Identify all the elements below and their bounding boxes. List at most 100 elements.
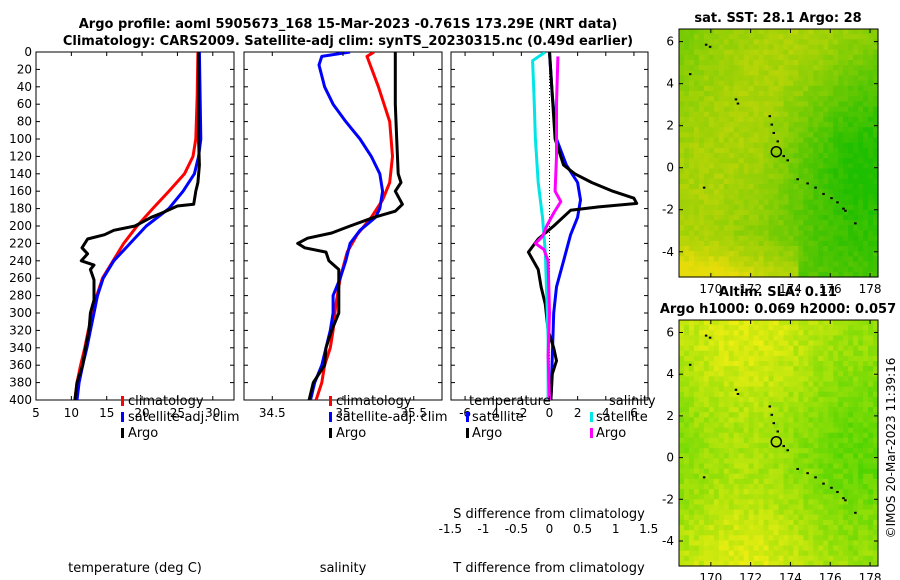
map-cell: [738, 158, 745, 164]
map-cell: [843, 132, 849, 139]
map-cell: [843, 230, 849, 237]
map-cell: [793, 519, 799, 526]
map-cell: [838, 230, 844, 237]
map-cell: [813, 127, 819, 133]
map-cell: [693, 271, 700, 278]
map-cell: [708, 44, 715, 51]
map-cell: [688, 519, 695, 526]
map-cell: [863, 473, 869, 480]
map-cell: [773, 230, 780, 237]
map-cell: [818, 54, 824, 61]
map-cell: [833, 340, 839, 347]
map-cell: [803, 412, 809, 418]
map-cell: [838, 407, 844, 413]
map-cell: [693, 432, 700, 439]
map-cell: [738, 106, 745, 113]
map-cell: [788, 85, 795, 92]
map-cell: [773, 189, 780, 195]
map-cell: [743, 355, 750, 362]
map-cell: [683, 132, 690, 139]
map-cell: [688, 427, 695, 434]
map-cell: [823, 85, 829, 92]
map-cell: [698, 49, 705, 56]
map-cell: [863, 178, 869, 185]
map-cell: [863, 266, 869, 273]
map-cell: [848, 163, 854, 170]
map-cell: [823, 225, 829, 232]
map-cell: [818, 220, 824, 226]
island: [704, 334, 708, 337]
map-cell: [788, 34, 795, 40]
map-cell: [828, 448, 834, 454]
map-cell: [758, 525, 765, 531]
map-cell: [698, 478, 705, 485]
map-cell: [833, 220, 839, 226]
map-cell: [679, 158, 685, 164]
map-cell: [793, 101, 799, 108]
map-cell: [763, 29, 770, 35]
map-cell: [868, 525, 874, 531]
map-cell: [788, 158, 795, 164]
map-cell: [713, 340, 720, 347]
map-cell: [683, 204, 690, 211]
map-cell: [708, 147, 715, 154]
map-cell: [863, 91, 869, 97]
map-cell: [753, 381, 760, 388]
map-cell: [798, 509, 804, 516]
map-cell: [858, 116, 864, 123]
map-cell: [793, 261, 799, 268]
depth-tick-label: 380: [9, 376, 32, 390]
map-cell: [808, 458, 814, 465]
map-cell: [768, 535, 775, 541]
map-cell: [683, 345, 690, 352]
map-cell: [828, 122, 834, 128]
map-cell: [848, 473, 854, 480]
map-cell: [798, 402, 804, 408]
map-cell: [703, 545, 710, 552]
map-cell: [858, 514, 864, 521]
map-cell: [693, 396, 700, 403]
map-cell: [788, 251, 795, 257]
map-cell: [708, 402, 715, 408]
map-cell: [748, 371, 755, 377]
map-cell: [843, 412, 849, 418]
map-cell: [808, 153, 814, 159]
map-cell: [683, 189, 690, 195]
map-cell: [753, 402, 760, 408]
map-cell: [843, 147, 849, 154]
map-cell: [718, 366, 725, 372]
map-cell: [693, 427, 700, 434]
map-cell: [753, 453, 760, 459]
map-cell: [788, 427, 795, 434]
map-cell: [703, 29, 710, 35]
map-cell: [828, 417, 834, 424]
map-cell: [783, 473, 790, 480]
map-cell: [773, 417, 780, 424]
map-cell: [783, 178, 790, 185]
map-cell: [738, 427, 745, 434]
map-cell: [788, 184, 795, 190]
map-cell: [679, 271, 685, 278]
map-cell: [833, 432, 839, 439]
map-cell: [818, 215, 824, 221]
map-cell: [738, 101, 745, 108]
map-cell: [778, 220, 785, 226]
map-cell: [708, 484, 715, 490]
map-cell: [833, 504, 839, 511]
map-cell: [713, 44, 720, 51]
map-cell: [703, 458, 710, 465]
map-cell: [703, 550, 710, 557]
map-cell: [783, 44, 790, 51]
map-frame: [678, 319, 879, 567]
map-cell: [683, 178, 690, 185]
map-cell: [753, 225, 760, 232]
map-cell: [873, 127, 879, 133]
map-cell: [733, 361, 740, 367]
map-cell: [773, 535, 780, 541]
map-cell: [758, 158, 765, 164]
map-cell: [773, 484, 780, 490]
map-cell: [708, 209, 715, 216]
map-cell: [868, 153, 874, 159]
map-cell: [778, 137, 785, 144]
map-cell: [833, 54, 839, 61]
